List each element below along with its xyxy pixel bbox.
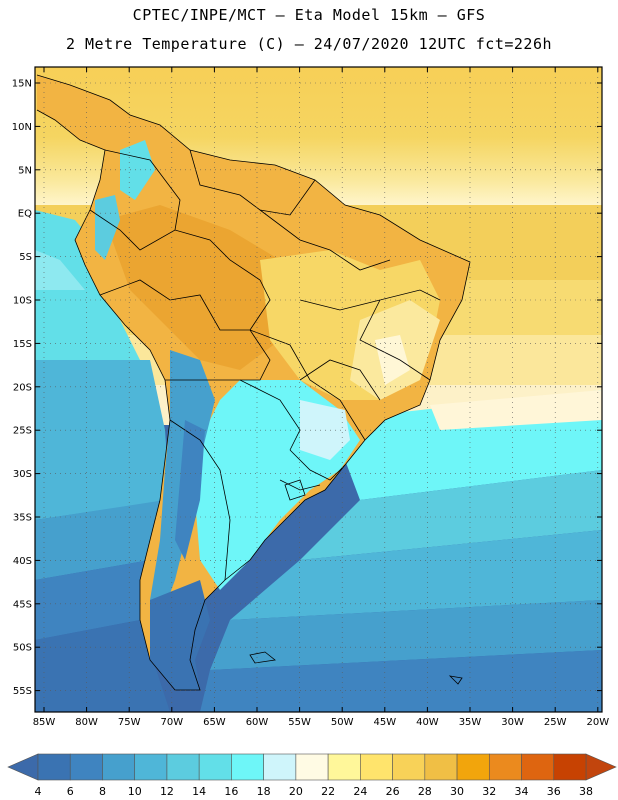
colorbar-label: 14 xyxy=(192,785,206,798)
lon-label: 25W xyxy=(544,717,567,728)
colorbar-over-arrow xyxy=(585,753,617,781)
colorbar-label: 6 xyxy=(67,785,74,798)
colorbar-swatch xyxy=(134,753,168,781)
colorbar: 4 6 8 10 12 14 16 18 20 22 24 26 28 30 32 34 36 38 xyxy=(7,753,617,798)
lon-label: 55W xyxy=(288,717,311,728)
colorbar-under-arrow xyxy=(7,753,39,781)
colorbar-label: 20 xyxy=(289,785,303,798)
title-line-2: 2 Metre Temperature (C) – 24/07/2020 12U… xyxy=(65,35,553,53)
lat-label: 25S xyxy=(13,426,32,437)
lat-label: 15S xyxy=(13,339,32,350)
lon-label: 70W xyxy=(160,717,183,728)
colorbar-swatch xyxy=(263,753,297,781)
colorbar-label: 38 xyxy=(579,785,593,798)
colorbar-swatch xyxy=(488,753,522,781)
colorbar-label: 34 xyxy=(515,785,529,798)
lat-label: 30S xyxy=(13,469,32,480)
lat-label: 40S xyxy=(13,556,32,567)
colorbar-swatch xyxy=(69,753,103,781)
map-frame xyxy=(34,66,603,713)
lat-label: 50S xyxy=(13,643,32,654)
lat-label: 10S xyxy=(13,296,32,307)
lon-label: 85W xyxy=(33,717,56,728)
colorbar-label: 18 xyxy=(257,785,271,798)
longitude-labels: 85W 80W 75W 70W 65W 60W 55W 50W 45W 40W 35W 30W 25W 2… xyxy=(33,717,610,728)
colorbar-swatch xyxy=(166,753,200,781)
colorbar-label: 32 xyxy=(482,785,496,798)
lon-label: 40W xyxy=(416,717,439,728)
colorbar-swatch xyxy=(102,753,136,781)
colorbar-label: 4 xyxy=(35,785,42,798)
lat-label: 5N xyxy=(18,165,32,176)
lon-label: 80W xyxy=(75,717,98,728)
colorbar-swatch xyxy=(424,753,458,781)
lat-label: 5S xyxy=(19,252,32,263)
lon-label: 75W xyxy=(118,717,141,728)
country-borders xyxy=(36,74,471,691)
colorbar-label: 26 xyxy=(386,785,400,798)
lon-label: 20W xyxy=(586,717,609,728)
axis-ticks xyxy=(35,67,602,712)
colorbar-swatch xyxy=(521,753,555,781)
colorbar-swatch xyxy=(231,753,264,781)
lat-label: EQ xyxy=(18,209,32,220)
colorbar-label: 28 xyxy=(418,785,432,798)
lon-label: 50W xyxy=(331,717,354,728)
lon-label: 65W xyxy=(203,717,226,728)
latitude-labels: 15N 10N 5N EQ 5S 10S 15S 20S 25S 30S 35S 40S 45S 50S 5… xyxy=(12,79,32,698)
colorbar-swatch xyxy=(456,753,490,781)
colorbar-label: 36 xyxy=(547,785,561,798)
colorbar-swatch xyxy=(392,753,426,781)
colorbar-swatch xyxy=(37,753,71,781)
lat-label: 10N xyxy=(12,122,32,133)
colorbar-swatch xyxy=(360,753,393,781)
colorbar-swatch xyxy=(295,753,329,781)
colorbar-label: 12 xyxy=(160,785,174,798)
lon-label: 30W xyxy=(501,717,524,728)
colorbar-swatch xyxy=(327,753,361,781)
colorbar-label: 22 xyxy=(321,785,335,798)
lat-label: 55S xyxy=(13,686,32,697)
colorbar-label: 30 xyxy=(450,785,464,798)
lat-label: 35S xyxy=(13,513,32,524)
lat-label: 15N xyxy=(12,79,32,90)
colorbar-label: 16 xyxy=(224,785,238,798)
colorbar-swatch xyxy=(198,753,232,781)
title-line-1: CPTEC/INPE/MCT – Eta Model 15km – GFS xyxy=(132,6,486,24)
map-field xyxy=(35,67,602,712)
lat-label: 45S xyxy=(13,599,32,610)
lat-label: 20S xyxy=(13,382,32,393)
lon-label: 60W xyxy=(246,717,269,728)
colorbar-label: 24 xyxy=(353,785,367,798)
lon-label: 35W xyxy=(459,717,482,728)
colorbar-label: 10 xyxy=(128,785,142,798)
lon-label: 45W xyxy=(373,717,396,728)
colorbar-label: 8 xyxy=(99,785,106,798)
colorbar-swatch xyxy=(553,753,587,781)
